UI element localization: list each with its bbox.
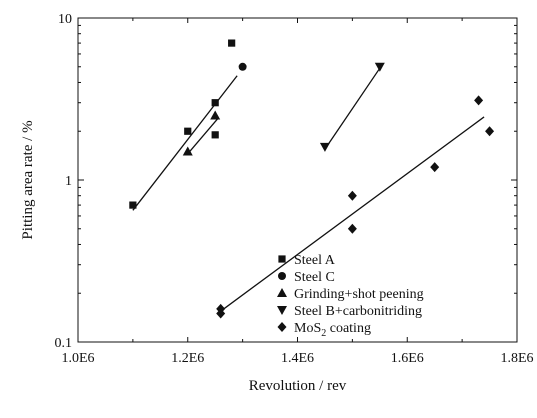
legend-label-text: Steel C (294, 270, 335, 285)
triangle-down-data-point (319, 142, 330, 152)
square-data-point (211, 131, 219, 139)
y-tick-label: 1 (65, 174, 72, 189)
x-tick-label: 1.0E6 (61, 351, 94, 366)
legend-marker-triangle-down (277, 306, 287, 315)
diamond-data-point (485, 126, 495, 137)
legend-marker-diamond (277, 322, 287, 332)
legend-marker-square (278, 255, 286, 263)
legend-label: Steel C (294, 270, 335, 285)
x-tick-label: 1.8E6 (500, 351, 533, 366)
fit-line (187, 117, 219, 155)
legend-label-subscript: 2 (321, 328, 326, 339)
diamond-data-point (474, 95, 484, 106)
x-tick-label: 1.6E6 (391, 351, 424, 366)
legend-label: MoS2 coating (294, 321, 371, 339)
legend-label-text: MoS (294, 321, 321, 336)
legend-label-text: Steel A (294, 253, 336, 268)
square-data-point (184, 127, 192, 135)
circle-data-point (238, 62, 247, 71)
x-tick-label: 1.2E6 (171, 351, 204, 366)
fit-line (324, 67, 381, 150)
legend-label-text: Steel B+carbonitriding (294, 304, 422, 319)
legend-marker-triangle-up (277, 288, 287, 297)
legend-label: Grinding+shot peening (294, 287, 424, 302)
diamond-data-point (347, 190, 357, 201)
legend-label-suffix: coating (326, 321, 371, 336)
legend-label: Steel A (294, 253, 336, 268)
legend-label: Steel B+carbonitriding (294, 304, 422, 319)
diamond-data-point (347, 223, 357, 234)
square-data-point (228, 39, 236, 47)
legend-marker-circle (278, 272, 286, 280)
fit-line (132, 75, 238, 211)
diamond-data-point (430, 162, 440, 173)
triangle-up-data-point (182, 146, 193, 156)
y-tick-label: 10 (58, 12, 72, 27)
x-axis-label: Revolution / rev (249, 378, 347, 394)
square-data-point (211, 99, 219, 107)
x-tick-label: 1.4E6 (281, 351, 314, 366)
y-tick-label: 0.1 (55, 336, 73, 351)
diamond-data-point (216, 308, 226, 319)
fit-line (220, 116, 485, 312)
legend-label-text: Grinding+shot peening (294, 287, 424, 302)
triangle-up-data-point (210, 110, 221, 120)
triangle-down-data-point (374, 62, 385, 72)
square-data-point (129, 201, 137, 209)
y-axis-label: Pitting area rate / % (20, 120, 36, 239)
